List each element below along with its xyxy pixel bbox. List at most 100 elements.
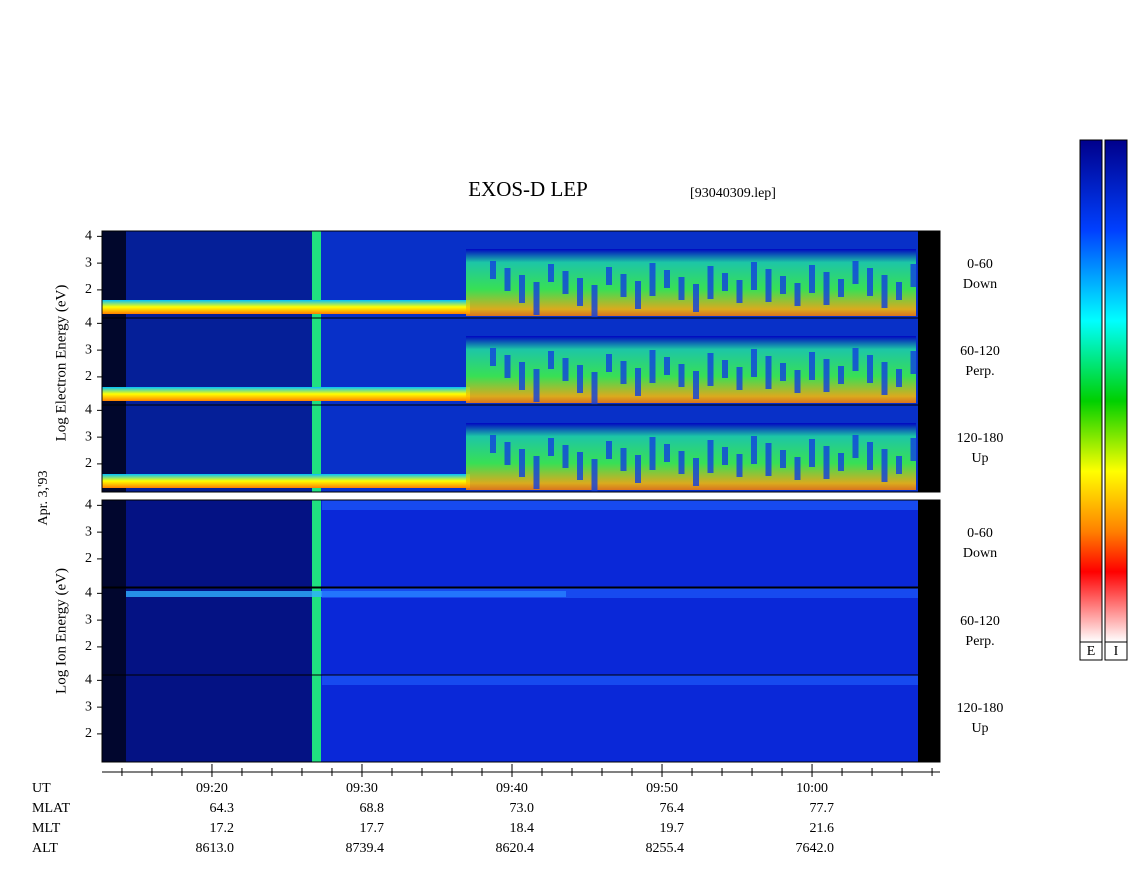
activity-gap: [577, 365, 583, 393]
activity-gap: [867, 442, 873, 470]
activity-gap: [736, 280, 743, 303]
activity-gap: [823, 359, 830, 392]
colorbar-label: I: [1114, 644, 1119, 659]
activity-gap: [664, 357, 670, 375]
date-label: Apr. 3,'93: [36, 470, 51, 525]
spike: [312, 500, 321, 587]
colorbar: [1079, 139, 1103, 643]
activity-gap: [620, 361, 627, 384]
band: [102, 300, 470, 314]
activity-gap: [881, 362, 888, 395]
y-tick-label: 2: [85, 726, 92, 741]
activity-gap: [838, 366, 844, 384]
activity-gap: [562, 271, 569, 294]
row-value: 68.8: [359, 801, 384, 816]
activity-gap: [606, 267, 612, 285]
activity-gap: [490, 261, 496, 279]
activity-gap: [649, 437, 656, 470]
title: EXOS-D LEP: [468, 177, 588, 201]
row-value: 8613.0: [195, 841, 234, 856]
row-value: 17.7: [359, 821, 384, 836]
activity-gap: [751, 436, 757, 464]
y-tick-label: 4: [85, 673, 92, 688]
activity-gap: [765, 356, 772, 389]
activity-gap: [649, 263, 656, 296]
panel-label: Perp.: [965, 364, 994, 379]
activity-gap: [519, 362, 525, 390]
noise: [126, 500, 314, 587]
spike: [312, 675, 321, 762]
x-tick-label: 09:20: [196, 781, 228, 796]
row-label: MLT: [32, 821, 61, 836]
activity-gap: [823, 446, 830, 479]
row-value: 18.4: [509, 821, 534, 836]
panel-label: Up: [971, 451, 988, 466]
activity-gap: [504, 442, 511, 465]
activity-gap: [722, 273, 728, 291]
activity-gap: [809, 352, 815, 380]
activity-gap: [780, 276, 786, 294]
activity-gap: [577, 278, 583, 306]
activity-gap: [722, 360, 728, 378]
panel-label: 60-120: [960, 614, 1000, 629]
noise: [126, 675, 314, 762]
activity-gap: [881, 449, 888, 482]
activity-gap: [591, 285, 598, 318]
activity-gap: [490, 435, 496, 453]
y-tick-label: 3: [85, 612, 92, 627]
spike: [312, 405, 321, 492]
panel-label: 60-120: [960, 344, 1000, 359]
panel-frame: [101, 674, 941, 763]
colorbar: [1104, 139, 1128, 643]
row-value: 8620.4: [495, 841, 534, 856]
noise: [102, 588, 126, 675]
file-label: [93040309.lep]: [690, 186, 776, 201]
ion-haze: [322, 588, 918, 598]
activity-gap: [707, 353, 714, 386]
y-tick-label: 3: [85, 255, 92, 270]
y-tick-label: 3: [85, 524, 92, 539]
panel-label: 120-180: [957, 701, 1004, 716]
x-tick-label: 09:50: [646, 781, 678, 796]
activity-gap: [751, 349, 757, 377]
activity-gap: [591, 459, 598, 492]
panel-label: 0-60: [967, 257, 993, 272]
activity-gap: [910, 438, 917, 461]
panel-label: Perp.: [965, 634, 994, 649]
activity-gap: [548, 351, 554, 369]
activity-gap: [504, 268, 511, 291]
colorbar-box: [1079, 641, 1103, 661]
row-value: 77.7: [810, 801, 835, 816]
panel-pad: [918, 675, 940, 762]
y-tick-label: 4: [85, 403, 92, 418]
activity-gap: [707, 440, 714, 473]
panel-pad: [918, 588, 940, 675]
y-axis-label: Log Ion Energy (eV): [53, 568, 69, 694]
activity-gap: [751, 262, 757, 290]
panel-frame: [101, 404, 941, 493]
band: [102, 387, 470, 401]
activity-gap: [533, 369, 540, 402]
activity-gap: [548, 438, 554, 456]
noise: [102, 500, 126, 587]
activity-gap: [838, 279, 844, 297]
activity-gap: [533, 282, 540, 315]
activity-gap: [838, 453, 844, 471]
activity-gap: [664, 444, 670, 462]
spike: [312, 231, 321, 318]
activity-gap: [678, 277, 685, 300]
row-value: 73.0: [509, 801, 534, 816]
activity-gap: [736, 367, 743, 390]
panel-pad: [918, 500, 940, 587]
panel-label: Down: [963, 546, 997, 561]
activity-gap: [606, 354, 612, 372]
activity-gap: [765, 443, 772, 476]
panel-label: 0-60: [967, 526, 993, 541]
row-value: 19.7: [660, 821, 685, 836]
activity-gap: [765, 269, 772, 302]
y-tick-label: 3: [85, 342, 92, 357]
activity-gap: [736, 454, 743, 477]
noise: [102, 675, 126, 762]
ion-haze: [322, 500, 918, 510]
activity-gap: [809, 265, 815, 293]
